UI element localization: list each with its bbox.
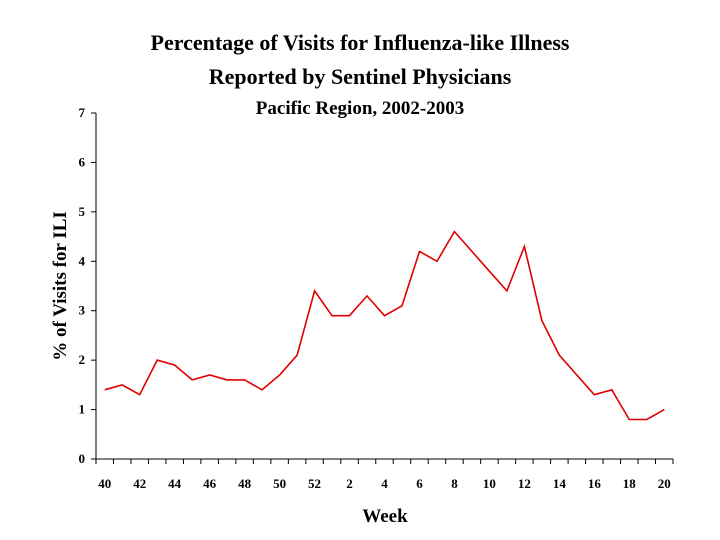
- x-tick-label: 4: [381, 476, 388, 491]
- y-tick-label: 3: [79, 303, 86, 318]
- x-tick-label: 20: [658, 476, 671, 491]
- series-line: [104, 230, 665, 421]
- x-tick-label: 50: [273, 476, 286, 491]
- series-group: [104, 230, 665, 421]
- x-tick-label: 14: [553, 476, 567, 491]
- x-tick-label: 6: [416, 476, 423, 491]
- x-tick-label: 18: [623, 476, 637, 491]
- x-tick-label: 40: [98, 476, 111, 491]
- chart-title: Percentage of Visits for Influenza-like …: [150, 30, 570, 55]
- axes: [95, 113, 673, 460]
- x-tick-label: 10: [483, 476, 496, 491]
- x-tick-label: 44: [168, 476, 182, 491]
- x-axis-ticks: 40 42 44 46 48 50 52 2 4 6 8 10 12 14 16 18 20: [95, 459, 674, 491]
- x-tick-label: 42: [133, 476, 146, 491]
- x-tick-label: 52: [308, 476, 321, 491]
- y-tick-label: 5: [79, 204, 86, 219]
- y-tick-label: 0: [79, 451, 86, 466]
- y-axis-label: % of Visits for ILI: [50, 211, 71, 361]
- x-tick-label: 8: [451, 476, 458, 491]
- chart-region-subtitle: Pacific Region, 2002-2003: [255, 98, 465, 119]
- y-tick-label: 2: [79, 352, 86, 367]
- y-tick-label: 6: [79, 154, 86, 169]
- x-axis-label: Week: [362, 506, 408, 527]
- chart-subtitle: Reported by Sentinel Physicians: [208, 64, 512, 89]
- y-tick-label: 1: [79, 402, 86, 417]
- x-tick-label: 12: [518, 476, 531, 491]
- x-tick-label: 46: [203, 476, 217, 491]
- y-axis-ticks: 0 1 2 3 4 5 6 7: [79, 105, 96, 466]
- y-tick-label: 4: [79, 253, 86, 268]
- x-tick-label: 48: [238, 476, 252, 491]
- x-tick-label: 2: [346, 476, 353, 491]
- y-tick-label: 7: [79, 105, 86, 120]
- x-tick-label: 16: [588, 476, 602, 491]
